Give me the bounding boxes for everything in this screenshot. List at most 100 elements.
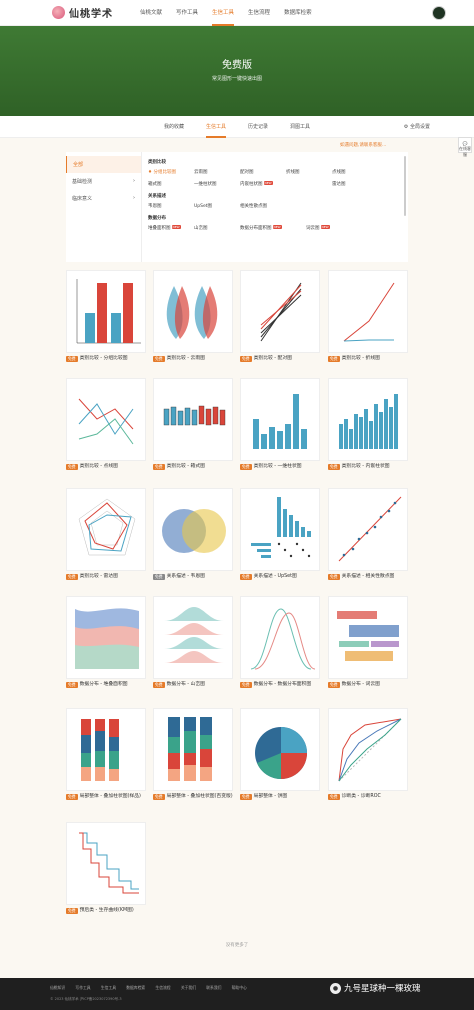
free-button[interactable]: 免费 bbox=[328, 574, 340, 580]
free-button[interactable]: 免费 bbox=[240, 682, 252, 688]
card-caption: 类别比较 - 点线图 bbox=[79, 464, 118, 469]
chip-raincloud[interactable]: 云雨图 bbox=[194, 170, 208, 175]
card-1d-bar[interactable]: 免费 类别比较 - 一维柱状图 bbox=[240, 378, 320, 478]
filter-side-basic-label: 基础检测 bbox=[72, 179, 93, 185]
card-caption: 数据分布 - 词云图 bbox=[341, 682, 380, 687]
footer-link[interactable]: 生信工具 bbox=[100, 985, 116, 990]
chip-stacked-area[interactable]: 堆叠面积图 NEW bbox=[148, 225, 194, 231]
card-km-survival[interactable]: 免费 预后类 - 生存曲线(KM图) bbox=[66, 822, 146, 922]
card-nested-bar[interactable]: 免费 类别比较 - 内嵌柱状图 bbox=[328, 378, 408, 478]
footer-link[interactable]: 帮助中心 bbox=[231, 985, 247, 990]
chip-1d-bar[interactable]: 一维柱状图 bbox=[194, 182, 217, 187]
card-caption: 关系描述 - 韦恩图 bbox=[166, 574, 205, 579]
filter-side-basic[interactable]: 基础检测 › bbox=[66, 173, 141, 190]
free-button[interactable]: 免费 bbox=[66, 464, 78, 470]
nav-item-bioinfo-tools[interactable]: 生信工具 bbox=[212, 0, 235, 26]
chevron-right-icon: › bbox=[133, 178, 135, 184]
footer-link[interactable]: 写作工具 bbox=[75, 985, 91, 990]
thumbnail bbox=[240, 596, 320, 679]
chip-grouped-comparison[interactable]: ♦ 分组比较图 bbox=[148, 170, 176, 175]
card-upset[interactable]: 免费 关系描述 - UpSet图 bbox=[240, 488, 320, 588]
filter-side-clinical[interactable]: 临床意义 › bbox=[66, 190, 141, 207]
customer-service-widget[interactable]: 💬 在线客服 bbox=[458, 137, 472, 157]
tab-chart-tools[interactable]: 洞图工具 bbox=[290, 123, 311, 130]
free-button[interactable]: 免费 bbox=[153, 464, 165, 470]
tab-bioinfo-tools[interactable]: 生信工具 bbox=[205, 116, 227, 138]
footer-link[interactable]: 联系我们 bbox=[206, 985, 222, 990]
thumbnail bbox=[240, 270, 320, 353]
card-pie[interactable]: 免费 局部整体 - 饼图 bbox=[240, 708, 320, 808]
filter-sidebar: 全部 基础检测 › 临床意义 › bbox=[66, 152, 142, 262]
chip-radar[interactable]: 雷达图 bbox=[332, 182, 346, 187]
card-ridgeline[interactable]: 免费 数据分布 - 山峦图 bbox=[153, 596, 233, 696]
free-button[interactable]: 免费 bbox=[328, 464, 340, 470]
free-button[interactable]: 免费 bbox=[240, 464, 252, 470]
help-tip[interactable]: 如遇问题,请联系客服… bbox=[340, 143, 387, 148]
card-dotline[interactable]: 免费 类别比较 - 点线图 bbox=[66, 378, 146, 478]
footer-link[interactable]: 生信流程 bbox=[155, 985, 171, 990]
chip-wordcloud[interactable]: 词云图 NEW bbox=[306, 225, 352, 231]
free-button[interactable]: 免费 bbox=[240, 794, 252, 800]
card-distribution-area[interactable]: 免费 数据分布 - 数据分布面积图 bbox=[240, 596, 320, 696]
card-boxplot[interactable]: 免费 类别比较 - 箱式图 bbox=[153, 378, 233, 478]
settings-label: 全局设置 bbox=[409, 124, 430, 130]
chip-nested-bar[interactable]: 内嵌柱状图 NEW bbox=[240, 181, 286, 187]
chip-dotline[interactable]: 点线图 bbox=[332, 170, 346, 175]
free-button[interactable]: 免费 bbox=[66, 356, 78, 362]
card-correlation-scatter[interactable]: 免费 关系描述 - 相关性散点图 bbox=[328, 488, 408, 588]
free-button[interactable]: 免费 bbox=[328, 794, 340, 800]
card-radar[interactable]: 免费 类别比较 - 雷达图 bbox=[66, 488, 146, 588]
chip-venn[interactable]: 韦恩图 bbox=[148, 204, 162, 209]
footer-link[interactable]: 关于我们 bbox=[180, 985, 197, 990]
free-button[interactable]: 免费 bbox=[153, 682, 165, 688]
thumbnail bbox=[66, 488, 146, 571]
card-raincloud[interactable]: 免费 类别比较 - 云雨图 bbox=[153, 270, 233, 370]
card-stacked-bar-sample[interactable]: 免费 局部整体 - 叠加柱状图(样品) bbox=[66, 708, 146, 808]
card-paired[interactable]: 免费 类别比较 - 配对图 bbox=[240, 270, 320, 370]
thumbnail bbox=[153, 488, 233, 571]
card-grouped-comparison[interactable]: 免费 类别比较 - 分组比较图 bbox=[66, 270, 146, 370]
chip-upset[interactable]: UpSet图 bbox=[194, 204, 213, 209]
card-roc[interactable]: 免费 诊断类 - 诊断ROC bbox=[328, 708, 408, 808]
nav-item-database[interactable]: 数据库检索 bbox=[284, 9, 312, 16]
thumbnail bbox=[66, 822, 146, 905]
nav-item-writing[interactable]: 写作工具 bbox=[176, 9, 199, 16]
free-button[interactable]: 免费 bbox=[240, 356, 252, 362]
global-settings-button[interactable]: ⚙ 全局设置 bbox=[403, 124, 430, 130]
nav-item-bioinfo-flow[interactable]: 生信流程 bbox=[248, 9, 271, 16]
free-button[interactable]: 免费 bbox=[328, 356, 340, 362]
chip-boxplot[interactable]: 箱式图 bbox=[148, 182, 162, 187]
card-caption: 类别比较 - 配对图 bbox=[253, 356, 292, 361]
filter-scrollbar[interactable] bbox=[404, 156, 406, 216]
chip-correlation-scatter[interactable]: 相关性散点图 bbox=[240, 204, 267, 209]
card-caption: 局部整体 - 叠加柱状图(百变版) bbox=[166, 794, 233, 799]
user-avatar[interactable] bbox=[432, 5, 446, 20]
logo[interactable]: 仙桃学术 bbox=[52, 5, 113, 20]
chip-paired[interactable]: 配对图 bbox=[240, 170, 254, 175]
filter-side-all[interactable]: 全部 bbox=[66, 156, 141, 173]
chip-line[interactable]: 折线图 bbox=[286, 170, 300, 175]
free-button[interactable]: 免费 bbox=[153, 356, 165, 362]
card-wordcloud[interactable]: 免费 数据分布 - 词云图 bbox=[328, 596, 408, 696]
card-stacked-bar-variant[interactable]: 免费 局部整体 - 叠加柱状图(百变版) bbox=[153, 708, 233, 808]
footer-link[interactable]: 仙桃知识 bbox=[50, 985, 66, 990]
nav-item-literature[interactable]: 仙桃文献 bbox=[140, 9, 163, 16]
free-button[interactable]: 免费 bbox=[66, 794, 78, 800]
card-stacked-area[interactable]: 免费 数据分布 - 堆叠面积图 bbox=[66, 596, 146, 696]
thumbnail bbox=[153, 596, 233, 679]
card-venn[interactable]: 免费 关系描述 - 韦恩图 bbox=[153, 488, 233, 588]
chip-distribution-area[interactable]: 数据分布面积图 NEW bbox=[240, 225, 306, 231]
card-line[interactable]: 免费 类别比较 - 折线图 bbox=[328, 270, 408, 370]
wechat-icon: ● bbox=[330, 982, 341, 994]
tab-history[interactable]: 历史记录 bbox=[248, 123, 269, 130]
free-button[interactable]: 免费 bbox=[153, 794, 165, 800]
free-button[interactable]: 免费 bbox=[240, 574, 252, 580]
free-button[interactable]: 免费 bbox=[153, 574, 165, 580]
tab-favorites[interactable]: 我的收藏 bbox=[163, 123, 184, 130]
free-button[interactable]: 免费 bbox=[66, 908, 78, 914]
free-button[interactable]: 免费 bbox=[66, 682, 78, 688]
free-button[interactable]: 免费 bbox=[328, 682, 340, 688]
free-button[interactable]: 免费 bbox=[66, 574, 78, 580]
footer-link[interactable]: 数据库检索 bbox=[126, 985, 146, 990]
chip-ridgeline[interactable]: 山峦图 bbox=[194, 226, 208, 231]
